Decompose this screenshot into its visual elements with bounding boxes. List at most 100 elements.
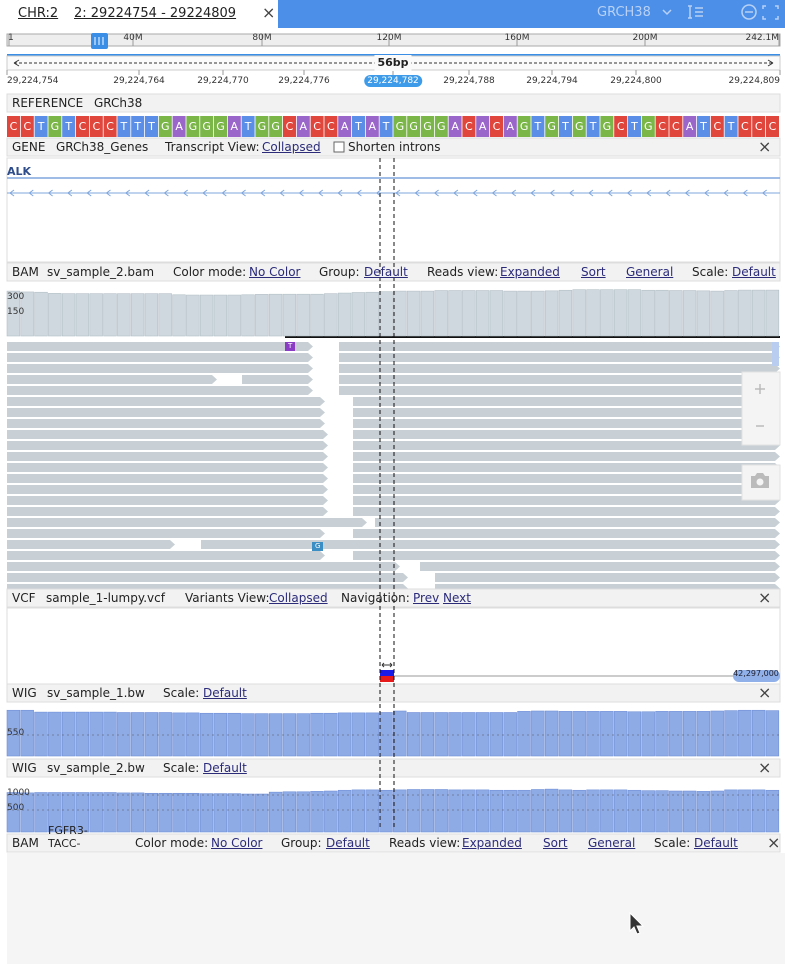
track-header — [6, 833, 781, 853]
variant-bottom[interactable] — [380, 676, 394, 682]
header-text: WIG — [12, 686, 37, 700]
strand-arrow — [202, 189, 208, 197]
wig-bar — [48, 792, 62, 833]
header-link[interactable]: Default — [694, 836, 738, 850]
header-link[interactable]: Sort — [581, 265, 606, 279]
header-link[interactable]: No Color — [249, 265, 301, 279]
close-tab[interactable]: × — [262, 3, 276, 22]
header-link[interactable]: Prev — [413, 591, 440, 605]
base: C — [741, 120, 749, 133]
checkbox[interactable] — [333, 141, 345, 153]
wig-bar — [61, 711, 76, 757]
base-cell — [434, 116, 448, 137]
read — [353, 419, 780, 428]
close-track[interactable]: × — [758, 758, 772, 777]
ideogram-tick-label: 120M — [376, 33, 402, 43]
header-link[interactable]: Default — [364, 265, 408, 279]
header-text: Color mode: — [173, 265, 247, 279]
close-track[interactable]: × — [758, 683, 772, 702]
scrollbar[interactable] — [772, 342, 779, 366]
base-cell — [600, 116, 614, 137]
read — [7, 342, 313, 351]
wig-bar — [751, 709, 766, 757]
shorten-introns[interactable]: Shorten introns — [348, 140, 441, 154]
coverage-bar — [655, 289, 669, 337]
read — [353, 551, 780, 560]
header-link[interactable]: Sort — [543, 836, 568, 850]
toolbar-icons — [662, 4, 779, 20]
header-link[interactable]: Expanded — [462, 836, 522, 850]
read — [7, 573, 408, 582]
base: A — [368, 120, 377, 133]
base: G — [437, 120, 446, 133]
header-link[interactable]: General — [588, 836, 636, 850]
wig-bar — [158, 792, 172, 833]
base: T — [382, 120, 390, 133]
read — [7, 397, 325, 406]
close-track[interactable]: × — [758, 588, 772, 607]
read — [339, 386, 780, 395]
header-link[interactable]: General — [626, 265, 674, 279]
ruler-tick-label: 29,224,809 — [728, 76, 780, 86]
wig-bar — [765, 710, 780, 757]
base-cell — [766, 116, 779, 137]
header-link[interactable]: Default — [732, 265, 776, 279]
wig-bar — [489, 789, 504, 833]
coverage-bar — [669, 290, 683, 337]
header-link[interactable]: Default — [203, 761, 247, 775]
base: G — [409, 120, 418, 133]
strand-arrow — [491, 189, 497, 197]
read — [339, 375, 780, 384]
zoom-in[interactable] — [755, 384, 765, 394]
header-link[interactable]: Default — [326, 836, 370, 850]
wig-bar — [434, 712, 448, 757]
chr-label[interactable]: CHR:2 — [18, 6, 59, 21]
header-link[interactable]: Collapsed — [269, 591, 328, 605]
genome-select[interactable]: GRCH38 — [597, 5, 651, 20]
variant-arrow — [381, 662, 393, 668]
wig-bar — [669, 790, 683, 833]
wig-bar — [337, 789, 352, 833]
wig-bar — [34, 792, 48, 833]
strand-arrow — [395, 189, 401, 197]
base: G — [271, 120, 280, 133]
wig-bar — [420, 712, 435, 757]
variant-top[interactable] — [380, 670, 394, 676]
base-cell — [572, 116, 586, 137]
close-track[interactable]: × — [758, 137, 772, 156]
header-link[interactable]: Expanded — [500, 265, 560, 279]
strand-arrow — [240, 189, 246, 197]
wig-bar — [48, 711, 62, 757]
locus-tab — [0, 0, 278, 28]
coverage-bar — [600, 289, 614, 337]
header-link[interactable]: Collapsed — [262, 140, 321, 154]
base: C — [754, 120, 763, 133]
base-cell — [738, 116, 752, 137]
wig-bar — [144, 712, 159, 757]
close-track[interactable]: × — [767, 833, 781, 852]
wig-bar — [61, 792, 76, 833]
header-link[interactable]: Next — [443, 591, 471, 605]
bam-file: FGFR3-TACC-Fusion.bam — [48, 824, 93, 851]
read — [7, 518, 367, 527]
wig-bar — [393, 710, 407, 757]
read — [353, 452, 780, 461]
base: G — [602, 120, 612, 133]
base-cell — [76, 116, 89, 137]
header-link[interactable]: Default — [203, 686, 247, 700]
header-link[interactable]: No Color — [211, 836, 263, 850]
header-text: BAM — [12, 265, 39, 279]
base: T — [134, 120, 142, 133]
ruler-tick-label: 29,224,770 — [197, 76, 249, 86]
base-cell — [365, 116, 379, 137]
read — [435, 573, 780, 582]
locus[interactable]: 2: 29224754 - 29224809 — [74, 6, 237, 21]
wig-bar — [199, 793, 214, 833]
header-text: Scale: — [163, 761, 200, 775]
base: T — [355, 120, 362, 133]
wig-bar — [75, 792, 90, 833]
ruler-tick-label: 29,224,754 — [7, 76, 59, 86]
wig-tick: 1000 — [7, 788, 30, 798]
coverage-bar — [6, 290, 21, 337]
strand-arrow — [530, 189, 536, 197]
